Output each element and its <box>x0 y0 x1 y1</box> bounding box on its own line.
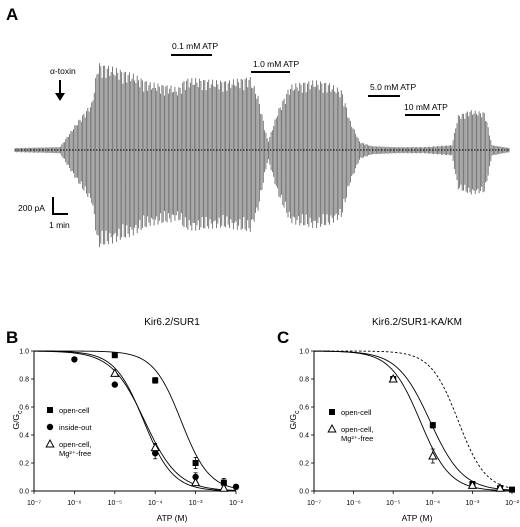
legend-label: open-cell <box>59 406 90 415</box>
data-point-square <box>429 422 436 429</box>
fit-curve-1 <box>314 350 513 492</box>
y-tick-label: 0.6 <box>299 405 309 412</box>
legend-label: open-cell, <box>341 425 374 434</box>
toxin-label: α-toxin <box>50 66 76 76</box>
data-point-square <box>152 377 159 384</box>
fit-curve-2 <box>34 350 237 492</box>
atp-bar-1: 1.0 mM ATP <box>251 59 299 73</box>
x-tick-label: 10⁻⁷ <box>27 500 41 507</box>
data-point-circle <box>71 356 78 363</box>
x-tick-label: 10⁻⁵ <box>108 500 122 507</box>
x-tick-label: 10⁻⁵ <box>386 500 400 507</box>
data-point-triangle <box>110 368 120 377</box>
chart-b-xlabel: ATP (M) <box>157 513 188 523</box>
data-point-triangle <box>495 483 505 492</box>
y-tick-label: 0.8 <box>299 377 309 384</box>
chart-c: G/Gc ATP (M) 0.0 0.2 0.4 0.6 0.8 1.0 10⁻⁷ 10⁻⁶ 1… <box>288 349 520 524</box>
panel-letter-a: A <box>6 5 18 24</box>
legend-label: open-cell <box>341 408 372 417</box>
x-tick-label: 10⁻³ <box>465 500 479 507</box>
legend-label: open-cell, <box>59 440 92 449</box>
atp-bar-label: 10 mM ATP <box>404 102 448 112</box>
y-tick-label: 1.0 <box>299 349 309 356</box>
chart-b-title: Kir6.2/SUR1 <box>144 317 200 328</box>
atp-bar-label: 0.1 mM ATP <box>172 41 218 51</box>
data-point-triangle <box>150 442 160 452</box>
legend-marker-triangle <box>327 423 337 433</box>
data-point-triangle <box>428 450 438 460</box>
data-point-square <box>192 460 199 466</box>
atp-bar-label: 5.0 mM ATP <box>370 82 416 92</box>
y-tick-label: 1.0 <box>19 349 29 356</box>
atp-bar-3: 10 mM ATP <box>404 102 448 116</box>
data-point-circle <box>192 473 199 481</box>
chart-c-ylabel: G/Gc <box>288 410 301 430</box>
data-point-square <box>220 479 227 486</box>
data-point-square <box>509 486 515 493</box>
x-tick-label: 10⁻² <box>505 500 519 507</box>
y-tick-label: 0.2 <box>19 461 29 468</box>
legend-label: inside-out <box>59 423 92 432</box>
legend-marker-triangle <box>45 438 55 448</box>
y-tick-label: 0.4 <box>19 433 29 440</box>
atp-bar-2: 5.0 mM ATP <box>368 82 416 97</box>
atp-bar-0: 0.1 mM ATP <box>171 41 218 56</box>
chart-c-title: Kir6.2/SUR1-KA/KM <box>372 317 462 328</box>
fit-curve-0 <box>314 350 513 491</box>
x-tick-label: 10⁻⁴ <box>148 500 163 507</box>
scale-current-label: 200 pA <box>18 203 45 213</box>
chart-b: G/Gc ATP (M) 0.0 0.2 0.4 0.6 0.8 1.0 10⁻⁷ 10⁻⁶ 1… <box>11 349 244 524</box>
legend-label: Mg²⁺-free <box>341 434 373 443</box>
data-point-square <box>111 352 118 359</box>
chart-c-xlabel: ATP (M) <box>402 513 433 523</box>
y-tick-label: 0.8 <box>19 377 29 384</box>
x-tick-label: 10⁻⁶ <box>67 500 81 507</box>
scale-bar: 200 pA 1 min <box>18 197 70 230</box>
atp-bar-label: 1.0 mM ATP <box>253 59 299 69</box>
fit-curve-2 <box>314 350 513 489</box>
x-tick-label: 10⁻² <box>229 500 243 507</box>
y-tick-label: 0.6 <box>19 405 29 412</box>
panel-letter-b: B <box>6 328 18 347</box>
data-point-triangle <box>388 373 398 383</box>
current-trace <box>14 63 510 248</box>
legend-marker-square <box>47 407 53 413</box>
x-tick-label: 10⁻³ <box>189 500 203 507</box>
legend-marker-circle <box>46 423 54 431</box>
y-tick-label: 0.0 <box>299 489 309 496</box>
legend-marker-square <box>329 409 335 415</box>
y-tick-label: 0.0 <box>19 489 29 496</box>
data-point-circle <box>111 381 119 388</box>
x-tick-label: 10⁻⁶ <box>346 500 360 507</box>
x-tick-label: 10⁻⁴ <box>426 500 441 507</box>
y-tick-label: 0.4 <box>299 433 309 440</box>
data-point-circle <box>232 483 240 490</box>
data-point-triangle <box>219 483 229 492</box>
toxin-arrow-icon <box>55 80 65 101</box>
scale-time-label: 1 min <box>49 220 70 230</box>
chart-b-ylabel: G/Gc <box>11 410 24 430</box>
y-tick-label: 0.2 <box>299 461 309 468</box>
fit-curve-0 <box>34 350 237 489</box>
x-tick-label: 10⁻⁷ <box>307 500 321 507</box>
legend-label: Mg²⁺-free <box>59 449 91 458</box>
panel-letter-c: C <box>277 328 289 347</box>
data-point-triangle <box>467 480 478 489</box>
data-point-triangle <box>190 477 201 487</box>
